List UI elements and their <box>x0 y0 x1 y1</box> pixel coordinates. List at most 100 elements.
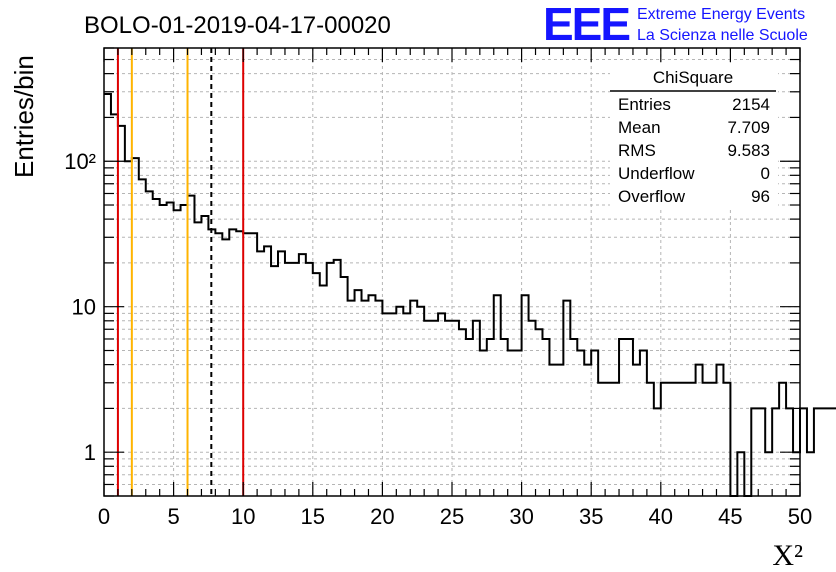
histogram-bin <box>529 321 536 496</box>
histogram-bin <box>689 383 696 496</box>
x-tick-label: 50 <box>788 504 812 529</box>
histogram-bin <box>605 383 612 496</box>
x-axis-title: X² <box>772 539 803 572</box>
histogram-bin <box>549 365 556 496</box>
histogram-bin <box>501 339 508 496</box>
x-tick-label: 35 <box>579 504 603 529</box>
histogram-bin <box>598 383 605 496</box>
histogram-bin <box>320 285 327 496</box>
x-tick-label: 40 <box>649 504 673 529</box>
histogram-bin <box>438 313 445 496</box>
histogram-bin <box>368 295 375 496</box>
histogram-bin <box>355 290 362 496</box>
histogram-bin <box>654 408 661 496</box>
histogram-bin <box>779 383 786 496</box>
histogram-bin <box>306 263 313 496</box>
histogram-bin <box>139 179 146 496</box>
x-tick-label: 45 <box>718 504 742 529</box>
histogram-bin <box>570 339 577 496</box>
histogram-bin <box>188 196 195 496</box>
histogram-bin <box>536 329 543 496</box>
histogram-bin <box>410 301 417 496</box>
histogram-bin <box>828 408 835 496</box>
histogram-bin <box>174 210 181 496</box>
histogram-bin <box>633 365 640 496</box>
histogram-bin <box>612 383 619 496</box>
histogram-bin <box>222 239 229 496</box>
histogram-bin <box>285 263 292 496</box>
x-tick-label: 25 <box>440 504 464 529</box>
histogram-bin <box>716 365 723 496</box>
stats-rows: Entries 2154 Mean 7.709 RMS 9.583 Underflow 0 Ov… <box>618 95 770 206</box>
histogram-bin <box>334 260 341 496</box>
stats-value: 7.709 <box>727 118 770 137</box>
logo-line-1: Extreme Energy Events <box>637 6 805 23</box>
histogram-bin <box>480 351 487 496</box>
histogram-bin <box>640 351 647 496</box>
histogram-bin <box>327 263 334 496</box>
histogram-bin <box>661 383 668 496</box>
histogram-bin <box>382 313 389 496</box>
histogram-bin <box>118 126 125 496</box>
histogram-bin <box>257 251 264 496</box>
histogram-bin <box>466 339 473 496</box>
histogram-bin <box>313 273 320 496</box>
histogram-bin <box>167 203 174 496</box>
histogram-bin <box>299 254 306 496</box>
histogram-bin <box>292 263 299 496</box>
histogram-bin <box>682 383 689 496</box>
histogram-bin <box>542 339 549 496</box>
histogram-bin <box>236 231 243 496</box>
histogram-bin <box>104 94 111 496</box>
histogram-bin <box>348 301 355 496</box>
logo-letters: EEE <box>543 0 629 50</box>
histogram-bin <box>494 295 501 496</box>
histogram-bin <box>194 222 201 496</box>
histogram-bin <box>215 233 222 496</box>
stats-value: 9.583 <box>727 141 770 160</box>
histogram-bin <box>710 383 717 496</box>
stats-box-bg <box>610 64 778 208</box>
stats-label: Mean <box>618 118 661 137</box>
histogram-bin <box>751 408 758 496</box>
histogram-bin <box>668 383 675 496</box>
histogram-bin <box>146 191 153 496</box>
histogram-bin <box>814 408 821 496</box>
histogram-bin <box>452 321 459 496</box>
histogram-bin <box>403 313 410 496</box>
histogram-bin <box>758 408 765 496</box>
histogram-bin <box>772 408 779 496</box>
histogram-bin <box>723 383 730 496</box>
histogram-bin <box>362 301 369 496</box>
histogram-bin <box>341 277 348 496</box>
y-tick-labels: 1 10 10² <box>64 149 96 465</box>
histogram-bin <box>424 321 431 496</box>
histogram-bin <box>375 301 382 496</box>
stats-label: Entries <box>618 95 671 114</box>
x-tick-label: 15 <box>301 504 325 529</box>
axis-ticks <box>103 47 801 497</box>
histogram-bin <box>487 339 494 496</box>
stats-value: 96 <box>751 187 770 206</box>
histogram-bin <box>556 365 563 496</box>
histogram-bin <box>153 199 160 496</box>
histogram-bin <box>821 408 828 496</box>
histogram-bin <box>563 301 570 496</box>
histogram-bin <box>703 383 710 496</box>
histogram-bin <box>737 452 744 496</box>
stats-label: Underflow <box>618 164 695 183</box>
histogram-bin <box>396 307 403 496</box>
x-tick-labels: 0 5 10 15 20 25 30 35 40 45 50 <box>98 504 812 529</box>
histogram-outline <box>104 92 836 497</box>
histogram-bin <box>675 383 682 496</box>
y-axis-title: Entries/bin <box>9 55 39 178</box>
histogram-bin <box>271 266 278 496</box>
histogram-bin <box>626 339 633 496</box>
histogram-bin <box>389 313 396 496</box>
histogram-bin <box>522 295 529 496</box>
x-tick-label: 0 <box>98 504 110 529</box>
histogram-bin <box>696 365 703 496</box>
x-tick-label: 10 <box>231 504 255 529</box>
histogram-bin <box>765 452 772 496</box>
